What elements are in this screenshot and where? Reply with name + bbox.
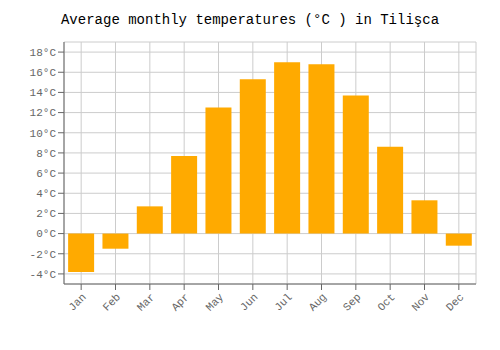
svg-text:14°C: 14°C (30, 87, 57, 99)
svg-text:Nov: Nov (410, 291, 433, 314)
svg-text:Mar: Mar (135, 291, 157, 313)
svg-text:-2°C: -2°C (30, 249, 57, 261)
svg-text:Apr: Apr (169, 291, 191, 313)
svg-text:Oct: Oct (375, 291, 397, 313)
svg-text:Jun: Jun (238, 291, 260, 313)
svg-text:Feb: Feb (101, 291, 123, 313)
html-text:Average monthly temperatures (: Average monthly temperatures (°C ) in Ti… (61, 12, 439, 28)
svg-text:8°C: 8°C (36, 148, 56, 160)
svg-text:0°C: 0°C (36, 228, 56, 240)
svg-text:Jan: Jan (66, 291, 88, 313)
svg-text:Sep: Sep (341, 291, 363, 313)
svg-text:6°C: 6°C (36, 168, 56, 180)
svg-text:12°C: 12°C (30, 107, 57, 119)
svg-text:10°C: 10°C (30, 128, 57, 140)
svg-text:Jul: Jul (272, 291, 294, 313)
svg-text:16°C: 16°C (30, 67, 57, 79)
svg-text:Aug: Aug (307, 291, 329, 313)
svg-text:18°C: 18°C (30, 47, 57, 59)
svg-text:Dec: Dec (444, 291, 466, 313)
svg-text:-4°C: -4°C (30, 269, 57, 281)
svg-text:2°C: 2°C (36, 208, 56, 220)
svg-text:4°C: 4°C (36, 188, 56, 200)
svg-text:May: May (204, 291, 227, 314)
